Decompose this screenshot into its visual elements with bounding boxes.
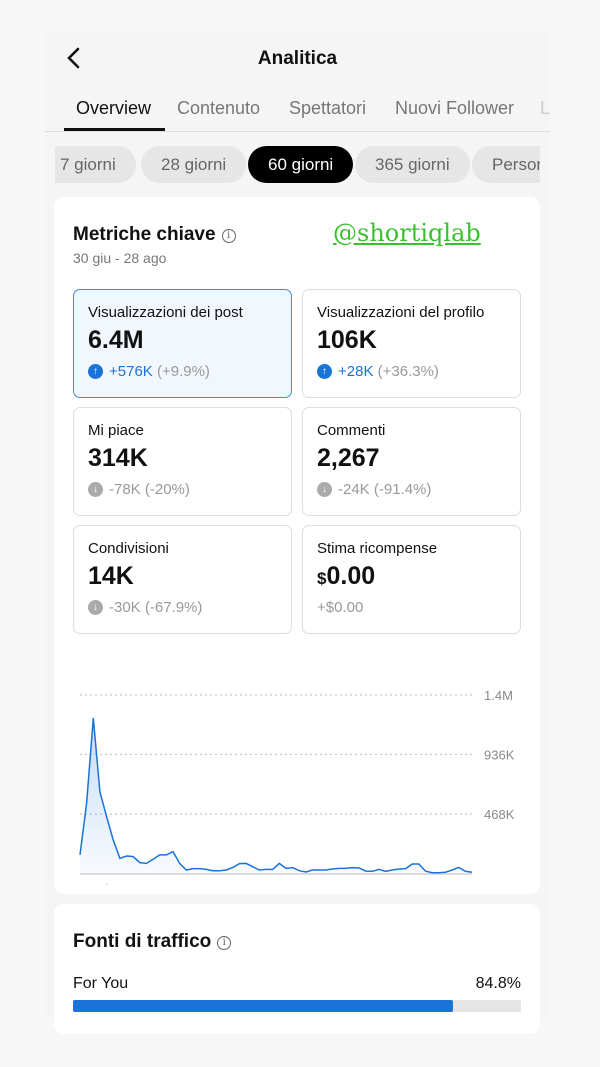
metric-value: 2,267 [317,444,380,472]
views-line [79,717,473,874]
y-tick-label: 468K [484,807,515,822]
top-bar: Analitica [45,30,550,86]
metric-value: 14K [88,562,134,590]
active-tab-underline [64,128,165,131]
watermark: @shortiqlab [333,219,481,247]
metric-delta: -78K [109,481,141,498]
metric-delta-pct: (-67.9%) [144,599,203,616]
date-range: 30 giu - 28 ago [73,250,167,266]
arrow-up-icon: ↑ [88,364,103,379]
metric-delta: +576K [109,363,153,380]
analytics-screen: Analitica Overview Contenuto Spettatori … [45,30,550,1034]
x-label-end: 28 ago [432,882,472,885]
tab-contenuto[interactable]: Contenuto [177,98,261,118]
chip-7-giorni[interactable]: 7 giorni [55,146,136,183]
metric-delta: -24K [338,481,370,498]
metric-label: Stima ricompense [317,540,438,557]
metric-card[interactable]: Mi piace 314K ↓ -78K (-20%) [73,407,292,516]
traffic-sources-card: Fonti di traffico i For You 84.8% [54,904,540,1034]
y-tick-label: 1.4M [484,688,513,703]
chip-28-giorni[interactable]: 28 giorni [141,146,247,183]
key-metrics-card: Metriche chiave i 30 giu - 28 ago @shorti… [54,197,540,894]
metric-label: Visualizzazioni del profilo [317,304,485,321]
chip-personalizzato[interactable]: Person [472,146,540,183]
metric-delta: -30K [109,599,141,616]
metric-label: Commenti [317,422,386,439]
y-tick-label: 936K [484,747,515,762]
tab-more[interactable]: L [540,98,550,118]
metric-label: Condivisioni [88,540,169,557]
traffic-source-label: For You [73,975,129,992]
traffic-sources-title: Fonti di traffico [73,931,212,952]
metric-value: 6.4M [88,326,144,354]
date-range-chips: 7 giorni 28 giorni 60 giorni 365 giorni … [55,146,540,184]
info-icon[interactable]: i [221,229,236,243]
metric-delta-pct: (+36.3%) [377,363,439,380]
metric-delta: +28K [338,363,374,380]
page-title: Analitica [257,48,338,69]
tab-spettatori[interactable]: Spettatori [289,98,367,118]
chip-365-giorni[interactable]: 365 giorni [355,146,470,183]
metric-label: Mi piace [88,422,144,439]
arrow-down-icon: ↓ [88,600,103,615]
metric-currency: $ [317,569,327,588]
metric-value: 0.00 [326,562,376,590]
metric-value: 106K [317,326,377,354]
tab-nuovi-follower[interactable]: Nuovi Follower [395,98,515,118]
tab-overview[interactable]: Overview [76,98,152,118]
arrow-down-icon: ↓ [317,482,332,497]
metric-delta-pct: (-91.4%) [373,481,432,498]
metric-delta-pct: (-20%) [144,481,190,498]
key-metrics-title: Metriche chiave [73,224,216,245]
traffic-source-pct: 84.8% [475,975,521,992]
arrow-up-icon: ↑ [317,364,332,379]
x-label-start: 30 giu [80,882,115,885]
info-icon[interactable]: i [217,936,232,950]
metric-value: 314K [88,444,148,472]
arrow-down-icon: ↓ [88,482,103,497]
back-arrow-icon[interactable] [63,44,85,72]
metric-label: Visualizzazioni dei post [88,304,243,321]
tab-bar: Overview Contenuto Spettatori Nuovi Foll… [45,90,550,132]
metric-card[interactable]: Condivisioni 14K ↓ -30K (-67.9%) [73,525,292,634]
chip-60-giorni[interactable]: 60 giorni [248,146,354,183]
area-fill [80,718,472,874]
traffic-progress-bar [73,1000,521,1012]
metric-card[interactable]: Visualizzazioni dei post 6.4M ↑ +576K (+9… [73,289,292,398]
metric-delta: +$0.00 [317,599,364,616]
traffic-progress-fill [73,1000,453,1012]
metric-card[interactable]: Stima ricompense $0.00 +$0.00 [302,525,521,634]
metric-delta-pct: (+9.9%) [156,363,210,380]
metric-card[interactable]: Commenti 2,267 ↓ -24K (-91.4%) [302,407,521,516]
metric-card[interactable]: Visualizzazioni del profilo 106K ↑ +28K (… [302,289,521,398]
views-chart: 1.4M 936K 468K 30 giu 28 ago [79,688,515,885]
